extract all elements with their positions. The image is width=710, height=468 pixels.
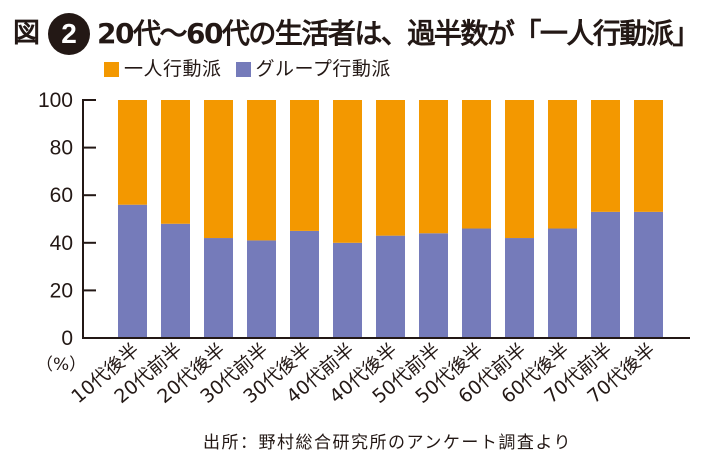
y-tick-label: 0 [61, 327, 73, 350]
bar-segment-group [161, 223, 190, 338]
bar-segment-group [118, 204, 147, 338]
y-axis-unit: （%） [36, 355, 87, 375]
bar-segment-solo [591, 100, 620, 212]
bar-segment-group [290, 230, 319, 338]
y-tick-label: 80 [50, 137, 73, 160]
bar-segment-solo [462, 100, 491, 229]
bar-segment-group [419, 233, 448, 338]
bar-segment-solo [376, 100, 405, 236]
bar-segment-group [247, 240, 276, 338]
bar-segment-group [204, 238, 233, 338]
bar-segment-solo [118, 100, 147, 205]
legend: 一人行動派 グループ行動派 [104, 58, 405, 80]
bar-segment-group [634, 211, 663, 338]
bar-segment-group [462, 228, 491, 338]
x-axis-labels: 10代後半20代前半20代後半30代前半30代後半40代前半40代後半50代前半… [67, 339, 659, 408]
figure-number-badge: 2 [48, 13, 90, 55]
y-tick-label: 20 [50, 279, 73, 302]
bar-segment-group [376, 235, 405, 338]
bar-segment-solo [247, 100, 276, 241]
figure-label: 図 [13, 18, 40, 49]
y-tick-label: 100 [38, 89, 73, 112]
legend-label-solo: 一人行動派 [124, 58, 222, 80]
y-tick-label: 40 [50, 232, 73, 255]
source-note: 出所：野村総合研究所のアンケート調査より [203, 433, 572, 453]
bar-segment-group [548, 228, 577, 338]
bar-segment-group [505, 238, 534, 338]
bar-segment-solo [161, 100, 190, 224]
bar-segment-solo [505, 100, 534, 239]
bar-segment-solo [333, 100, 362, 243]
legend-swatch-group [235, 61, 251, 77]
chart-title: 20代～60代の生活者は、過半数が「一人行動派」 [97, 17, 700, 50]
bar-segment-solo [290, 100, 319, 231]
bars-group [118, 100, 663, 338]
bar-segment-group [591, 211, 620, 338]
bar-segment-solo [634, 100, 663, 212]
legend-label-group: グループ行動派 [255, 58, 391, 80]
legend-swatch-solo [104, 61, 119, 77]
y-axis: 0 20 40 60 80 100 [38, 89, 690, 350]
bar-segment-solo [548, 100, 577, 229]
y-tick-label: 60 [50, 184, 73, 207]
bar-segment-solo [419, 100, 448, 234]
bar-segment-solo [204, 100, 233, 239]
bar-segment-group [333, 242, 362, 338]
